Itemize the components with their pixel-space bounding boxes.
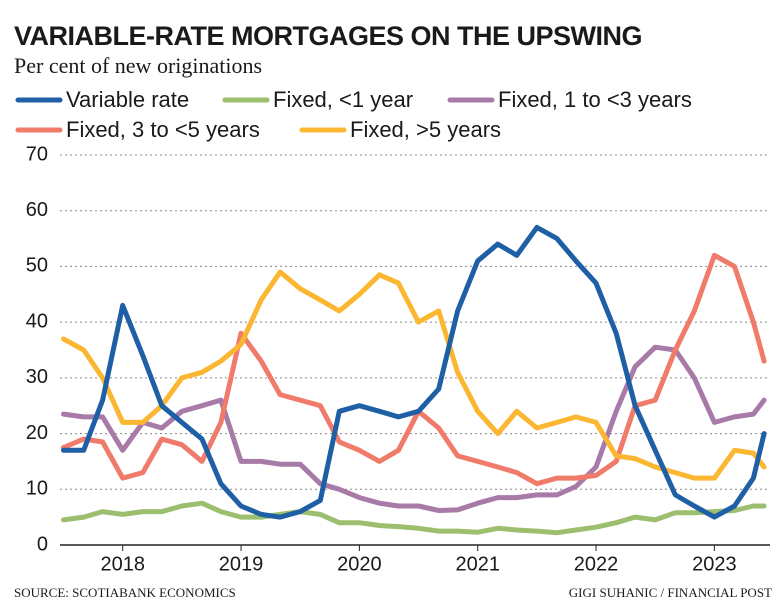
credit: GIGI SUHANIC / FINANCIAL POST [569, 585, 772, 600]
x-tick-label: 2022 [574, 553, 619, 575]
x-tick-label: 2019 [219, 553, 264, 575]
series-line [61, 224, 767, 520]
y-tick-label: 60 [26, 199, 48, 221]
x-tick-label: 2023 [692, 553, 737, 575]
legend-label: Fixed, >5 years [350, 117, 501, 142]
x-tick-label: 2021 [455, 553, 500, 575]
y-tick-label: 10 [26, 478, 48, 500]
legend-label: Fixed, 3 to <5 years [66, 117, 260, 142]
series-line [61, 500, 767, 536]
y-tick-label: 0 [37, 533, 48, 555]
source: SOURCE: SCOTIABANK ECONOMICS [14, 585, 236, 600]
y-tick-label: 50 [26, 255, 48, 277]
series-line [61, 269, 767, 481]
y-tick-label: 30 [26, 366, 48, 388]
chart-subtitle: Per cent of new originations [14, 53, 262, 78]
y-tick-label: 20 [26, 422, 48, 444]
y-tick-label: 70 [26, 143, 48, 165]
series-line [61, 344, 767, 513]
x-tick-label: 2018 [100, 553, 145, 575]
legend-label: Variable rate [66, 87, 189, 112]
series-line [61, 252, 767, 487]
x-tick-label: 2020 [337, 553, 382, 575]
legend-label: Fixed, <1 year [273, 87, 413, 112]
y-tick-label: 40 [26, 310, 48, 332]
chart-title: VARIABLE-RATE MORTGAGES ON THE UPSWING [14, 21, 642, 51]
legend-label: Fixed, 1 to <3 years [498, 87, 692, 112]
